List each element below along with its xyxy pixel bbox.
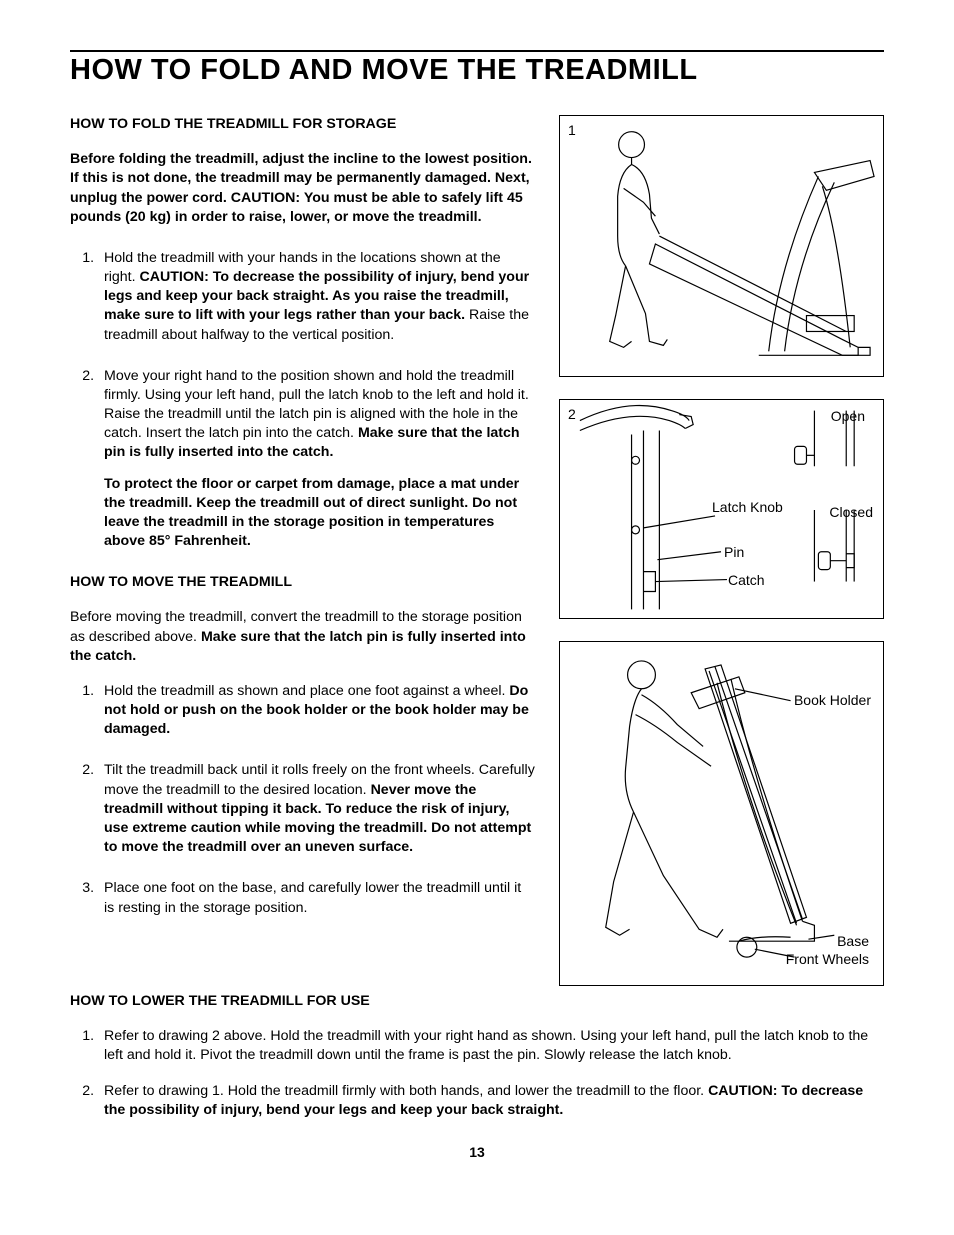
fold-step2-note: To protect the floor or carpet from dama… [104, 475, 535, 552]
figure-3-label-base: Base [837, 933, 869, 949]
lower-step-1: Refer to drawing 2 above. Hold the tread… [98, 1027, 884, 1065]
main-content: HOW TO FOLD THE TREADMILL FOR STORAGE Be… [70, 115, 884, 986]
figure-2-label-pin: Pin [724, 544, 744, 560]
figure-1-drawing [560, 116, 883, 376]
figure-3-label-front-wheels: Front Wheels [786, 951, 869, 967]
section-heading-lower: HOW TO LOWER THE TREADMILL FOR USE [70, 992, 884, 1011]
section-heading-move: HOW TO MOVE THE TREADMILL [70, 573, 535, 592]
move-step-3: Place one foot on the base, and carefull… [98, 879, 535, 917]
move-steps: Hold the treadmill as shown and place on… [70, 682, 535, 918]
section-heading-fold: HOW TO FOLD THE TREADMILL FOR STORAGE [70, 115, 535, 134]
figure-2-label-catch: Catch [728, 572, 765, 588]
lower-step2-pre: Refer to drawing 1. Hold the treadmill f… [104, 1083, 708, 1099]
move-step1-pre: Hold the treadmill as shown and place on… [104, 683, 509, 699]
horizontal-rule [70, 50, 884, 52]
figure-3: Book Holder Base Front Wheels [559, 641, 884, 986]
image-column: 1 [559, 115, 884, 986]
figure-2-label-latch-knob: Latch Knob [712, 500, 783, 515]
figure-2-label-closed: Closed [829, 504, 873, 520]
fold-steps: Hold the treadmill with your hands in th… [70, 249, 535, 551]
fold-step-2: Move your right hand to the position sho… [98, 367, 535, 552]
figure-3-label-book-holder: Book Holder [794, 692, 871, 708]
figure-2-label-open: Open [831, 408, 865, 424]
page-number: 13 [70, 1144, 884, 1160]
move-intro: Before moving the treadmill, convert the… [70, 608, 535, 666]
text-column: HOW TO FOLD THE TREADMILL FOR STORAGE Be… [70, 115, 535, 986]
move-step-2: Tilt the treadmill back until it rolls f… [98, 761, 535, 857]
figure-2: 2 [559, 399, 884, 619]
fold-step-1: Hold the treadmill with your hands in th… [98, 249, 535, 345]
lower-step-2: Refer to drawing 1. Hold the treadmill f… [98, 1082, 884, 1120]
lower-steps: Refer to drawing 2 above. Hold the tread… [70, 1027, 884, 1120]
fold-intro: Before folding the treadmill, adjust the… [70, 150, 535, 227]
figure-1: 1 [559, 115, 884, 377]
page-title: HOW TO FOLD AND MOVE THE TREADMILL [70, 54, 884, 87]
move-step-1: Hold the treadmill as shown and place on… [98, 682, 535, 740]
bottom-section: HOW TO LOWER THE TREADMILL FOR USE Refer… [70, 992, 884, 1120]
